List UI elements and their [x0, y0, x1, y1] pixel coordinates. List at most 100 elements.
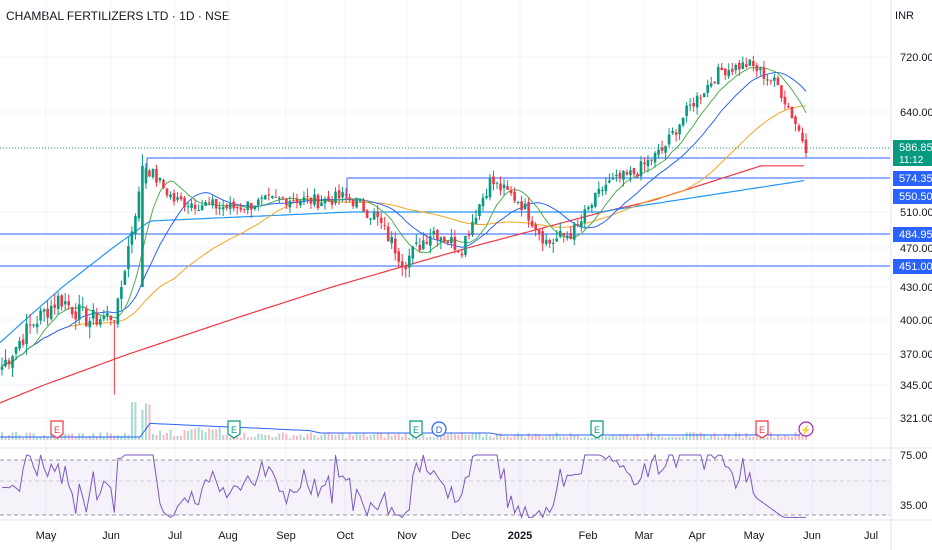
candle-body	[0, 366, 4, 370]
volume-ma-line	[0, 422, 800, 438]
candle-body	[660, 147, 664, 151]
volume-bar	[632, 435, 635, 440]
candle-body	[274, 196, 278, 198]
candle-body	[95, 312, 99, 325]
candle-body	[390, 236, 394, 244]
candle-body	[432, 230, 436, 235]
candle-body	[450, 237, 453, 244]
candle-body	[478, 204, 481, 217]
candle-body	[102, 316, 106, 320]
volume-bar	[457, 434, 460, 440]
candle-body	[587, 207, 590, 209]
volume-bar	[99, 432, 102, 440]
candle-body	[183, 197, 186, 207]
volume-bar	[538, 434, 541, 440]
candle-body	[537, 229, 541, 234]
volume-bar	[211, 429, 214, 440]
rsi-pane	[0, 453, 890, 520]
volume-bar	[15, 432, 18, 440]
candle-body	[330, 201, 334, 205]
time-tick-label: Dec	[451, 530, 471, 542]
price-badge-label: 484.95	[899, 229, 932, 241]
volume-bar	[745, 432, 748, 440]
volume-bar	[309, 432, 312, 440]
candle-body	[709, 83, 713, 87]
price-badge	[893, 171, 932, 186]
volume-bar	[559, 436, 562, 440]
volume-bar	[446, 434, 449, 440]
candle-body	[716, 67, 720, 85]
volume-bar	[387, 433, 390, 440]
event-label: E	[413, 425, 419, 435]
candle-body	[14, 347, 18, 354]
time-tick-label: 2025	[508, 530, 532, 542]
candle-body	[418, 244, 422, 251]
volume-bar	[436, 436, 439, 440]
volume-bar	[22, 437, 25, 440]
volume-bar	[29, 432, 32, 440]
candle-body	[745, 64, 748, 67]
volume-bar	[88, 435, 91, 440]
candle-body	[481, 197, 485, 207]
volume-bar	[548, 434, 551, 440]
event-badge	[590, 420, 604, 439]
candle-body	[355, 199, 358, 208]
volume-bar	[734, 432, 737, 440]
candle-body	[492, 176, 495, 185]
time-tick-label: Feb	[579, 530, 598, 542]
candle-body	[695, 95, 699, 108]
candle-body	[99, 319, 102, 325]
candle-body	[667, 134, 671, 145]
ma-200-line	[0, 165, 804, 404]
volume-bar	[369, 435, 372, 440]
volume-bar	[604, 436, 607, 440]
candle-body	[42, 309, 46, 312]
candle-body	[151, 168, 155, 178]
candle-body	[379, 217, 383, 224]
time-tick-label: Jul	[864, 530, 878, 542]
candle-body	[706, 84, 709, 93]
candle-body	[569, 233, 573, 239]
volume-bar	[295, 435, 298, 440]
volume-bar	[380, 432, 383, 440]
candle-body	[685, 105, 688, 116]
candle-body	[60, 295, 63, 307]
time-tick-label: Sep	[276, 530, 296, 542]
price-tick-label: 321.00	[900, 413, 932, 425]
candle-body	[794, 116, 797, 124]
volume-bar	[776, 434, 779, 440]
time-tick-label: Mar	[635, 530, 654, 542]
volume-bar	[657, 434, 660, 440]
candle-body	[281, 197, 285, 199]
candle-body	[197, 209, 200, 211]
volume-bar	[678, 436, 681, 440]
volume-bar	[706, 437, 709, 440]
volume-bar	[720, 437, 723, 440]
candle-body	[713, 81, 717, 83]
volume-bar	[390, 435, 393, 440]
candle-body	[334, 191, 337, 204]
volume-bar	[569, 432, 572, 440]
volume-bar	[801, 435, 804, 440]
volume-bar	[506, 436, 509, 440]
candle-body	[28, 324, 32, 326]
candle-body	[295, 198, 299, 203]
candle-body	[249, 202, 253, 210]
volume-bar	[50, 432, 53, 440]
candle-body	[495, 182, 499, 184]
volume-bar	[583, 436, 586, 440]
volume-bar	[4, 437, 7, 440]
price-tick-label: 370.00	[900, 349, 932, 361]
candle-body	[204, 202, 207, 206]
candle-body	[762, 67, 766, 79]
event-marker: E	[755, 420, 769, 439]
candle-body	[397, 251, 401, 262]
candle-body	[81, 306, 85, 308]
volume-bar	[510, 437, 513, 440]
volume-bar	[692, 432, 695, 440]
candle-body	[414, 242, 418, 244]
volume-bar	[183, 430, 186, 440]
candle-body	[474, 217, 478, 224]
